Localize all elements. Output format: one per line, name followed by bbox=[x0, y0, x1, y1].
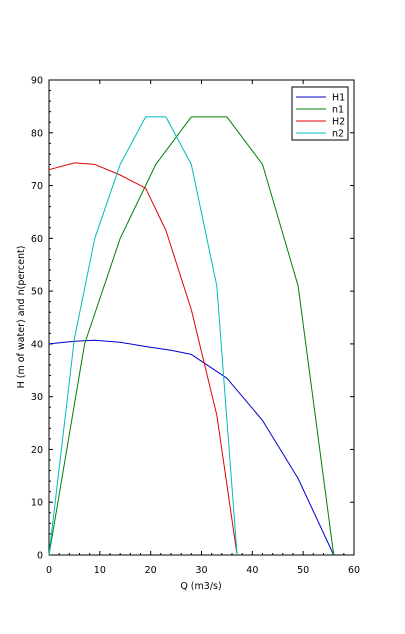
legend-label-n2: n2 bbox=[332, 129, 344, 140]
series-layer bbox=[48, 116, 335, 556]
x-tick-label: 20 bbox=[145, 565, 157, 576]
y-axis-label: H (m of water) and n(percent) bbox=[16, 246, 27, 389]
x-tick-label: 10 bbox=[94, 565, 106, 576]
plot-area bbox=[48, 79, 355, 556]
x-tick-label: 50 bbox=[297, 565, 309, 576]
legend-label-h1: H1 bbox=[332, 93, 345, 104]
legend-box bbox=[291, 86, 349, 141]
legend-label-h2: H2 bbox=[332, 117, 345, 128]
y-tick-label: 0 bbox=[37, 551, 43, 562]
x-axis-label: Q (m3/s) bbox=[180, 581, 221, 592]
series-line-n1 bbox=[48, 116, 335, 556]
y-tick-label: 80 bbox=[31, 128, 43, 139]
y-tick-label: 50 bbox=[31, 287, 43, 298]
x-tick-label: 40 bbox=[246, 565, 258, 576]
legend-label-n1: n1 bbox=[332, 105, 344, 116]
y-tick-label: 70 bbox=[31, 181, 43, 192]
y-tick-label: 40 bbox=[31, 339, 43, 350]
y-tick-label: 30 bbox=[31, 392, 43, 403]
series-line-n2 bbox=[48, 116, 238, 556]
x-tick-label: 60 bbox=[348, 565, 360, 576]
y-tick-label: 10 bbox=[31, 498, 43, 509]
y-tick-label: 20 bbox=[31, 445, 43, 456]
series-line-h2 bbox=[48, 162, 238, 556]
series-line-h1 bbox=[48, 339, 335, 556]
x-tick-label: 30 bbox=[195, 565, 207, 576]
y-tick-label: 90 bbox=[31, 76, 43, 87]
y-tick-label: 60 bbox=[31, 234, 43, 245]
axis-ticks: 0 10 20 30 40 50 60 0 10 20 30 40 50 60 70 80 90 bbox=[31, 76, 360, 577]
x-tick-label: 0 bbox=[46, 565, 52, 576]
